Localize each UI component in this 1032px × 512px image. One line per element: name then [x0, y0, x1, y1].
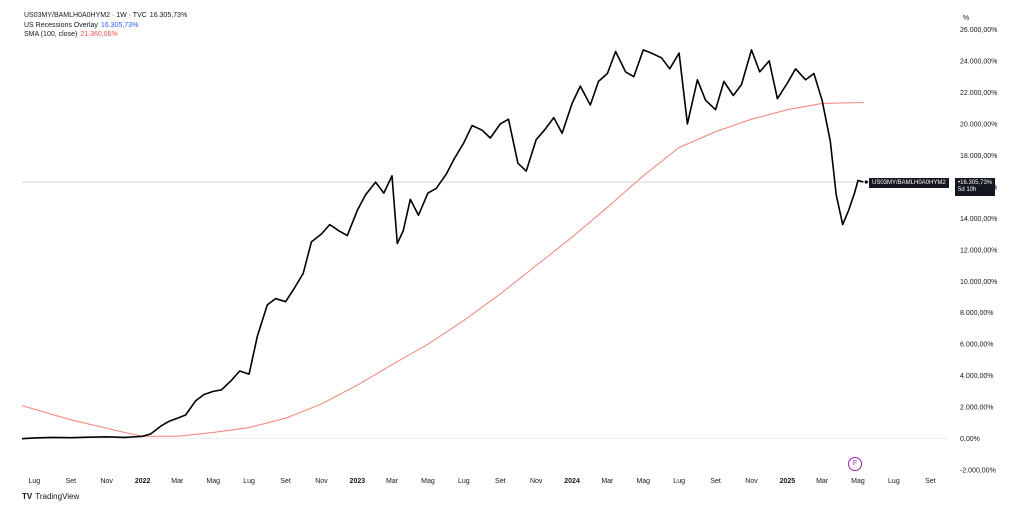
- y-tick-label: -2.000,00%: [960, 468, 996, 475]
- x-tick-label: 2025: [780, 478, 796, 485]
- x-tick-label: Mar: [386, 478, 399, 485]
- bar-countdown: 5d 10h: [958, 187, 977, 193]
- y-tick-label: 0,00%: [960, 436, 980, 443]
- y-tick-label: 12.000,00%: [960, 247, 997, 254]
- x-tick-label: Mag: [206, 478, 220, 485]
- legend-sma-label: SMA (100, close): [24, 31, 78, 39]
- y-tick-label: 20.000,00%: [960, 121, 997, 128]
- x-tick-label: Set: [925, 478, 936, 485]
- x-tick-label: Lug: [458, 478, 470, 485]
- x-axis[interactable]: Lug Set Nov 2022 Mar Mag Lug Set Nov 2023 Mar Mag Lu…: [29, 478, 936, 485]
- x-tick-label: Nov: [315, 478, 328, 485]
- tradingview-logo[interactable]: TV TradingView: [22, 492, 79, 501]
- tradingview-mark-icon: TV: [22, 492, 33, 501]
- x-tick-label: Lug: [888, 478, 900, 485]
- x-tick-label: 2022: [135, 478, 151, 485]
- x-tick-label: 2023: [350, 478, 366, 485]
- y-tick-label: 24.000,00%: [960, 58, 997, 65]
- legend-symbol[interactable]: US03MY/BAMLH0A0HYM2 · 1W · TVC 16.305,73%: [24, 11, 187, 21]
- x-tick-label: Set: [280, 478, 291, 485]
- x-tick-label: Mag: [851, 478, 865, 485]
- y-tick-label: 10.000,00%: [960, 279, 997, 286]
- legend-sma[interactable]: SMA (100, close) 21.360,06%: [24, 30, 187, 40]
- y-tick-label: 8.000,00%: [960, 310, 993, 317]
- y-tick-label: 2.000,00%: [960, 405, 993, 412]
- x-tick-label: Set: [495, 478, 506, 485]
- percent-scale-button[interactable]: %: [962, 15, 970, 22]
- y-tick-label: 26.000,00%: [960, 27, 997, 34]
- x-tick-label: Mar: [816, 478, 829, 485]
- legend-symbol-label: US03MY/BAMLH0A0HYM2 · 1W · TVC: [24, 12, 147, 19]
- brand-name: TradingView: [35, 492, 80, 501]
- y-tick-label: 4.000,00%: [960, 373, 993, 380]
- x-tick-label: Nov: [100, 478, 113, 485]
- y-axis[interactable]: 26.000,00% 24.000,00% 22.000,00% 20.000,00%…: [960, 27, 997, 475]
- legend-recession-value: 16.305,73%: [100, 21, 139, 29]
- x-tick-label: 2024: [564, 478, 580, 485]
- x-tick-label: Nov: [745, 478, 758, 485]
- y-tick-label: 6.000,00%: [960, 342, 993, 349]
- last-price-value: •16.305,73%: [958, 180, 993, 186]
- x-tick-label: Lug: [673, 478, 685, 485]
- y-tick-label: 14.000,00%: [960, 216, 997, 223]
- x-tick-label: Mar: [601, 478, 614, 485]
- legend-recession[interactable]: US Recessions Overlay 16.305,73%: [24, 21, 187, 31]
- last-price-label: •16.305,73% 5d 10h: [955, 178, 996, 196]
- legend-symbol-value: 16.305,73%: [149, 12, 188, 19]
- y-tick-label: 22.000,00%: [960, 90, 997, 97]
- price-line: [21, 49, 864, 440]
- legend: US03MY/BAMLH0A0HYM2 · 1W · TVC 16.305,73%…: [24, 11, 187, 40]
- event-marker-icon[interactable]: F: [848, 457, 862, 471]
- x-tick-label: Mag: [421, 478, 435, 485]
- x-tick-label: Nov: [530, 478, 543, 485]
- x-tick-label: Lug: [29, 478, 41, 485]
- x-tick-label: Mar: [171, 478, 184, 485]
- series-name-label: US03MY/BAMLH0A0HYM2: [869, 178, 949, 188]
- x-tick-label: Set: [710, 478, 721, 485]
- x-tick-label: Mag: [636, 478, 650, 485]
- last-value-dot: [864, 180, 868, 184]
- legend-sma-value: 21.360,06%: [80, 31, 118, 39]
- sma-line: [21, 101, 864, 437]
- x-tick-label: Lug: [243, 478, 255, 485]
- y-tick-label: 18.000,00%: [960, 153, 997, 160]
- x-tick-label: Set: [66, 478, 77, 485]
- legend-recession-label: US Recessions Overlay: [24, 21, 98, 29]
